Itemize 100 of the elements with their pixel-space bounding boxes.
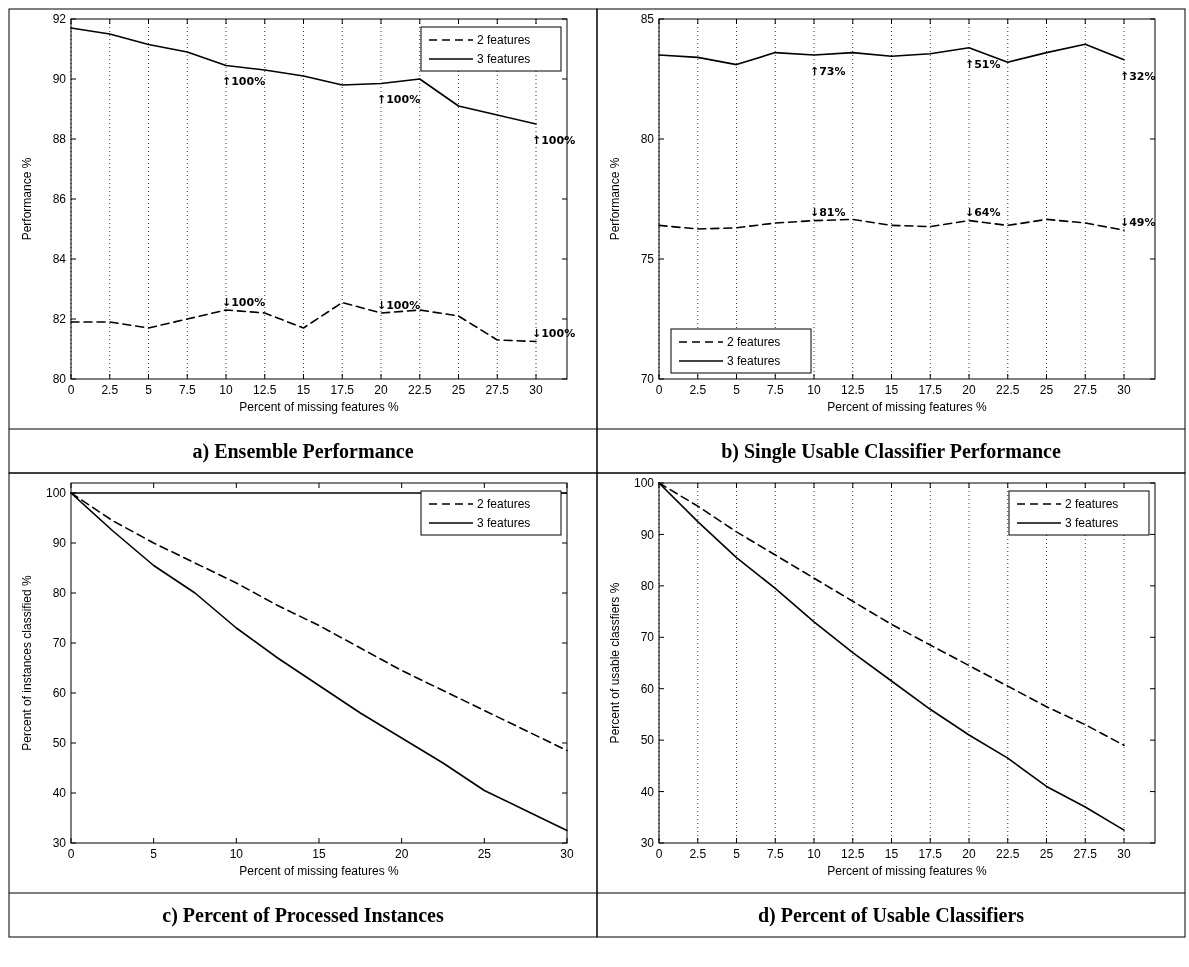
x-tick-label: 30 — [1117, 383, 1131, 397]
y-tick-label: 80 — [640, 132, 655, 147]
text: a) Ensemble Performance — [192, 440, 414, 463]
legend-label: 3 features — [727, 354, 781, 369]
y-tick-label: 60 — [640, 681, 655, 696]
x-tick-label: 22.5 — [996, 383, 1020, 397]
y-tick-label: 88 — [52, 132, 67, 147]
y-tick-label: 80 — [52, 586, 67, 601]
annotation: ↑100% — [377, 93, 421, 107]
x-tick-label: 22.5 — [996, 847, 1020, 861]
x-tick-label: 0 — [655, 847, 663, 861]
annotation: ↑32% — [1120, 69, 1156, 83]
x-tick-label: 15 — [884, 847, 899, 861]
legend-label: 3 features — [477, 516, 531, 531]
x-tick-label: 20 — [962, 847, 976, 861]
x-tick-label: 30 — [529, 383, 543, 397]
y-axis-title: Percent of usable classfiers % — [608, 582, 622, 744]
x-tick-label: 17.5 — [330, 383, 355, 397]
x-tick-label: 15 — [312, 847, 326, 861]
x-tick-label: 5 — [145, 383, 153, 397]
x-tick-label: 10 — [807, 847, 821, 861]
x-tick-label: 7.5 — [766, 383, 784, 397]
text: b) Single Usable Classifier Performance — [721, 440, 1061, 463]
x-tick-label: 27.5 — [1073, 847, 1098, 861]
y-tick-label: 50 — [52, 736, 67, 751]
x-axis-title: Percent of missing features % — [827, 864, 988, 878]
legend-label: 2 features — [1065, 497, 1119, 512]
x-tick-label: 5 — [733, 847, 741, 861]
x-tick-label: 5 — [733, 383, 741, 397]
y-tick-label: 70 — [640, 372, 655, 387]
x-tick-label: 2.5 — [101, 383, 119, 397]
y-tick-label: 80 — [640, 579, 655, 594]
annotation: ↑73% — [810, 64, 846, 78]
x-tick-label: 0 — [67, 383, 75, 397]
x-tick-label: 27.5 — [485, 383, 510, 397]
x-axis-title: Percent of missing features % — [827, 400, 988, 414]
y-tick-label: 30 — [52, 836, 67, 851]
x-tick-label: 17.5 — [918, 383, 943, 397]
x-tick-label: 22.5 — [408, 383, 432, 397]
x-tick-label: 2.5 — [689, 847, 707, 861]
text: c) Percent of Processed Instances — [162, 904, 444, 927]
x-tick-label: 17.5 — [918, 847, 943, 861]
x-axis-title: Percent of missing features % — [239, 400, 400, 414]
annotation: ↓49% — [1120, 216, 1156, 230]
x-tick-label: 15 — [884, 383, 899, 397]
y-tick-label: 80 — [52, 372, 67, 387]
annotation: ↓81% — [810, 206, 846, 220]
x-tick-label: 7.5 — [766, 847, 784, 861]
x-tick-label: 15 — [296, 383, 311, 397]
y-axis-title: Percent of instances classified % — [20, 574, 34, 751]
annotation: ↓100% — [377, 298, 421, 312]
legend-label: 2 features — [477, 33, 531, 48]
annotation: ↓100% — [532, 327, 576, 341]
y-tick-label: 70 — [640, 630, 655, 645]
x-tick-label: 20 — [374, 383, 388, 397]
x-tick-label: 30 — [1117, 847, 1131, 861]
x-tick-label: 10 — [229, 847, 244, 861]
x-axis-title: Percent of missing features % — [239, 864, 400, 878]
y-tick-label: 90 — [52, 72, 67, 87]
y-axis-title: Performance % — [608, 157, 622, 241]
y-tick-label: 30 — [640, 836, 655, 851]
y-tick-label: 100 — [45, 486, 67, 501]
legend-label: 3 features — [1065, 516, 1119, 531]
x-tick-label: 12.5 — [841, 383, 865, 397]
y-tick-label: 40 — [640, 784, 655, 799]
x-tick-label: 12.5 — [253, 383, 277, 397]
x-tick-label: 0 — [67, 847, 75, 861]
legend-label: 2 features — [477, 497, 531, 512]
y-tick-label: 84 — [52, 252, 67, 267]
y-tick-label: 86 — [52, 192, 67, 207]
x-tick-label: 10 — [807, 383, 821, 397]
legend-label: 3 features — [477, 52, 531, 67]
x-tick-label: 2.5 — [689, 383, 707, 397]
x-tick-label: 5 — [150, 847, 158, 861]
annotation: ↑51% — [965, 57, 1001, 71]
annotation: ↑100% — [222, 75, 266, 89]
y-tick-label: 75 — [640, 252, 655, 267]
y-tick-label: 92 — [52, 12, 67, 27]
x-tick-label: 25 — [451, 383, 466, 397]
legend-label: 2 features — [727, 335, 781, 350]
annotation: ↑100% — [532, 133, 576, 147]
x-tick-label: 0 — [655, 383, 663, 397]
y-tick-label: 70 — [52, 636, 67, 651]
y-tick-label: 90 — [52, 536, 67, 551]
y-tick-label: 40 — [52, 786, 67, 801]
x-tick-label: 27.5 — [1073, 383, 1098, 397]
text: d) Percent of Usable Classifiers — [757, 904, 1025, 927]
y-tick-label: 100 — [633, 476, 655, 491]
y-tick-label: 90 — [640, 527, 655, 542]
x-tick-label: 7.5 — [178, 383, 196, 397]
x-tick-label: 12.5 — [841, 847, 865, 861]
x-tick-label: 20 — [394, 847, 409, 861]
x-tick-label: 20 — [962, 383, 976, 397]
y-axis-title: Performance % — [20, 157, 34, 241]
y-tick-label: 50 — [640, 733, 655, 748]
x-tick-label: 10 — [219, 383, 233, 397]
x-tick-label: 25 — [1039, 383, 1054, 397]
x-tick-label: 25 — [1039, 847, 1054, 861]
y-tick-label: 82 — [52, 312, 67, 327]
y-tick-label: 60 — [52, 686, 67, 701]
